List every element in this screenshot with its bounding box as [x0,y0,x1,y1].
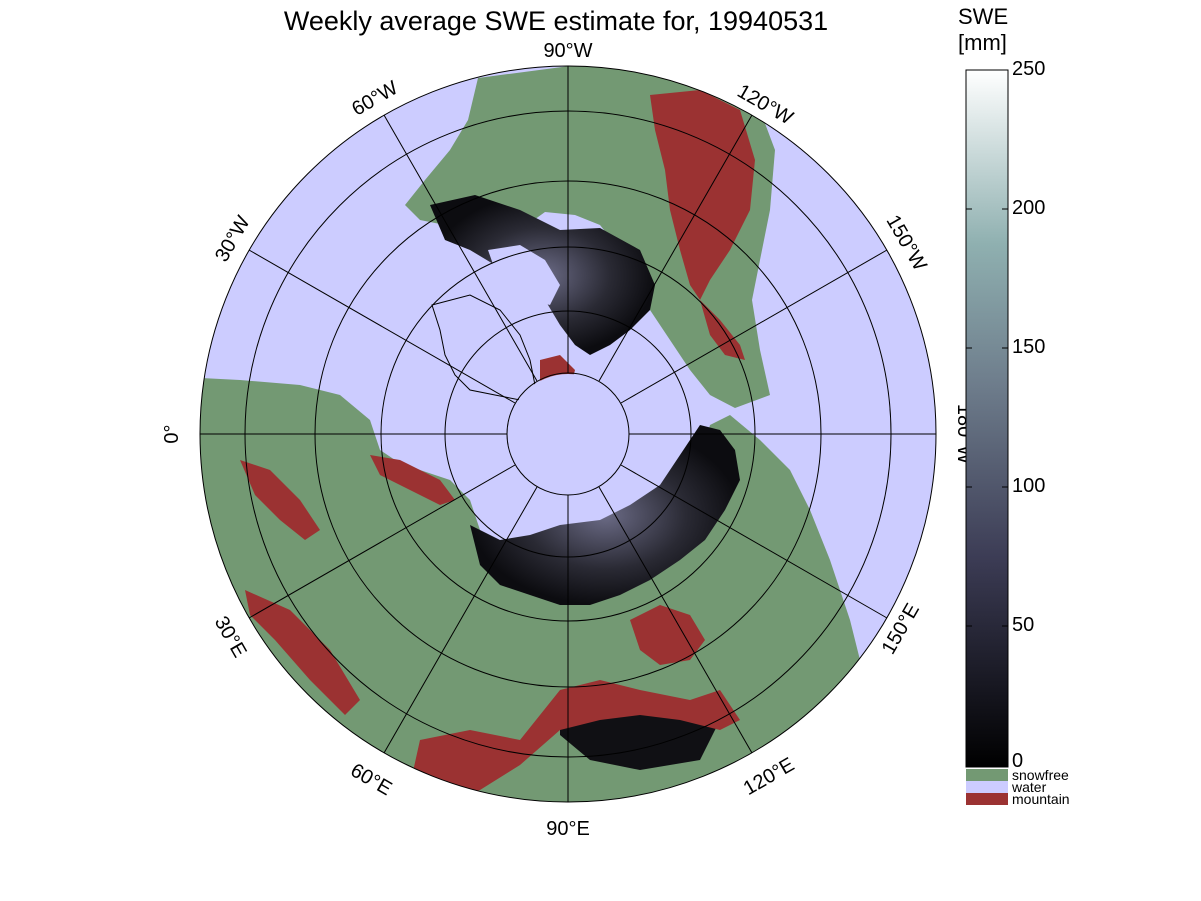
map-title: Weekly average SWE estimate for, 1994053… [283,6,829,36]
label-0: 0° [161,424,183,443]
map-disc [200,66,936,802]
label-90w: 90°W [543,40,592,62]
arctic-ocean [508,374,628,494]
label-60e: 60°E [347,759,396,800]
mountain-europe [240,460,320,540]
map-border [199,65,937,803]
colorbar-gradient [965,69,1009,768]
mountain-scandinavia [370,455,455,505]
label-30e: 30°E [210,613,251,662]
label-90e: 90°E [546,818,590,840]
class-label-snowfree: snowfree [1012,767,1069,783]
colorbar-tick-0: 0 [1012,750,1024,772]
colorbar-tick-100: 100 [1012,475,1046,497]
colorbar-title-line1: SWE [958,4,1009,29]
class-swatch-water [966,781,1008,793]
label-120e: 120°E [740,754,798,800]
mountain-rockies [650,90,755,300]
class-swatch-mountain [966,793,1008,805]
mountain-caucasus [245,590,360,715]
class-label-water: water [1012,779,1047,795]
graticule-meridians [200,66,936,802]
colorbar-tick-150: 150 [1012,336,1046,358]
mountain-east-asia [630,605,705,665]
colorbar-title: SWE [mm] [958,4,1008,56]
class-swatch-snowfree [966,769,1008,781]
mountain-rockies-south [700,300,745,360]
colorbar-ticks [966,69,1008,766]
mountain-himalaya [410,680,740,800]
colorbar [965,69,1009,805]
colorbar-tick-200: 200 [1012,197,1046,219]
class-label-mountain: mountain [1012,791,1070,807]
colorbar-tick-250: 250 [1012,58,1046,80]
colorbar-title-line2: [mm] [958,30,1007,55]
snow-region-siberia [470,425,740,605]
hudson-bay-water [488,245,560,305]
colorbar-tick-50: 50 [1012,614,1035,636]
